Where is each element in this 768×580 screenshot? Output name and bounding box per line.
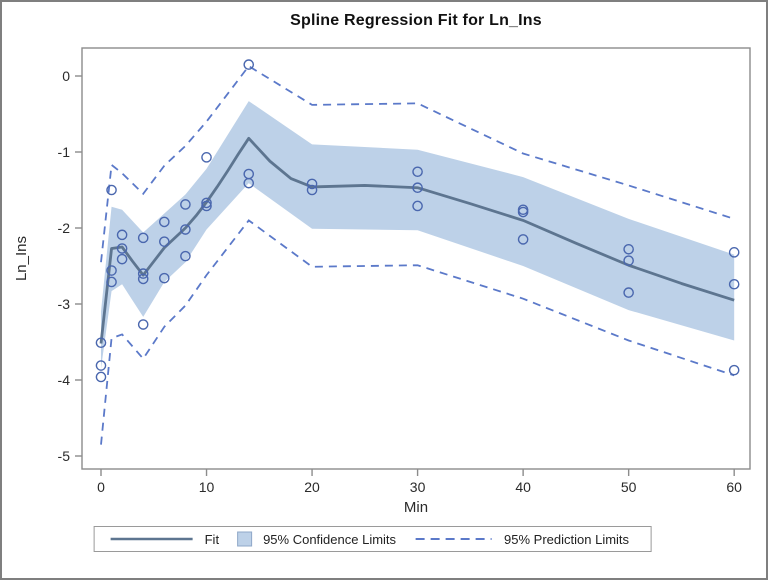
y-tick-label: -3: [58, 296, 71, 312]
x-tick-label: 50: [621, 479, 637, 495]
scatter-point: [412, 200, 423, 212]
scatter-point: [623, 287, 634, 298]
scatter-point: [243, 177, 255, 189]
confidence-band-sample-icon: [237, 531, 253, 547]
prediction-limit-upper: [100, 64, 735, 263]
plot-frame: [81, 47, 751, 470]
scatter-point: [137, 268, 149, 279]
scatter-point: [201, 197, 212, 209]
prediction-line-sample-icon: [416, 538, 493, 540]
scatter-point: [106, 265, 117, 276]
scatter-point: [180, 199, 191, 210]
y-tick-label: -4: [58, 372, 71, 388]
scatter-point: [728, 364, 740, 376]
legend-label-confidence: 95% Confidence Limits: [263, 531, 397, 547]
x-axis-label: Min: [404, 499, 428, 516]
scatter-point: [180, 250, 191, 262]
confidence-band: [101, 101, 735, 369]
fit-line: [99, 136, 735, 344]
scatter-point: [412, 182, 423, 194]
prediction-limit-lower: [100, 219, 735, 445]
scatter-point: [106, 184, 117, 196]
scatter-point: [201, 152, 212, 163]
scatter-point: [116, 253, 128, 265]
scatter-point: [306, 184, 318, 196]
x-tick-label: 40: [515, 479, 531, 495]
legend-label-prediction: 95% Prediction Limits: [504, 531, 630, 547]
scatter-point: [243, 59, 255, 70]
y-tick-label: 0: [62, 68, 70, 84]
legend: Fit 95% Confidence Limits 95% Prediction…: [93, 526, 653, 552]
x-tick-label: 30: [410, 479, 426, 495]
y-tick-label: -2: [58, 220, 71, 236]
scatter-point: [106, 276, 117, 288]
scatter-point: [159, 236, 170, 247]
fit-line-sample-icon: [110, 537, 193, 541]
x-tick-label: 20: [304, 479, 320, 495]
scatter-point: [95, 371, 107, 383]
scatter-point: [517, 234, 529, 245]
x-tick-label: 0: [97, 479, 105, 495]
chart-title: Spline Regression Fit for Ln_Ins: [290, 12, 542, 29]
scatter-point: [137, 232, 149, 244]
y-tick-label: -1: [58, 144, 71, 160]
scatter-point: [412, 166, 423, 178]
scatter-point: [180, 224, 191, 235]
scatter-point: [137, 319, 149, 330]
y-tick-label: -5: [58, 448, 71, 464]
scatter-point: [95, 360, 107, 371]
scatter-point: [623, 255, 634, 266]
y-axis-label: Ln_Ins: [13, 236, 30, 281]
scatter-point: [95, 337, 107, 349]
x-tick-label: 60: [726, 479, 742, 495]
legend-label-fit: Fit: [204, 531, 220, 547]
scatter-point: [116, 243, 128, 254]
scatter-point: [728, 278, 740, 290]
x-tick-label: 10: [199, 479, 215, 495]
scatter-point: [623, 243, 634, 255]
scatter-point: [201, 200, 212, 212]
scatter-point: [159, 272, 170, 284]
scatter-point: [728, 247, 740, 258]
scatter-point: [306, 178, 318, 190]
scatter-point: [137, 273, 149, 285]
scatter-point: [159, 216, 170, 228]
scatter-point: [116, 229, 128, 241]
scatter-point: [517, 206, 529, 218]
